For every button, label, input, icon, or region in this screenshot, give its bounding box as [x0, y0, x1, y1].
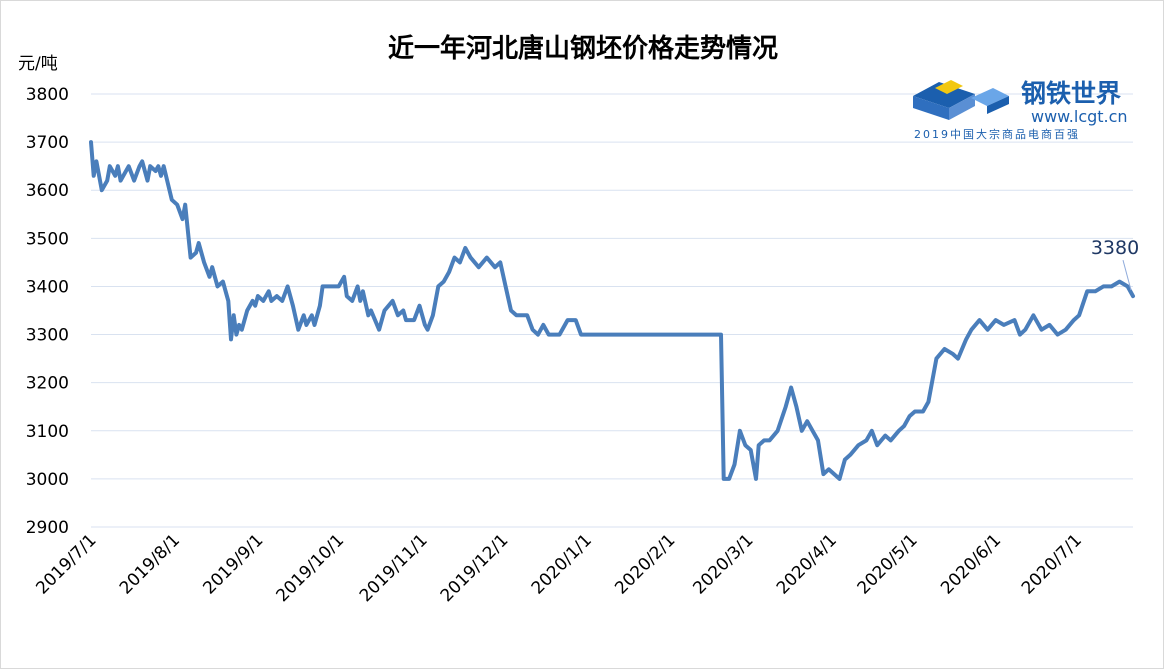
y-axis-unit: 元/吨 [18, 54, 58, 74]
x-tick-label: 2020/5/1 [854, 530, 922, 598]
chart-title: 近一年河北唐山钢坯价格走势情况 [388, 33, 778, 64]
y-tick-label: 3800 [26, 85, 69, 105]
logo-emblem-icon [913, 80, 1009, 120]
x-tick-label: 2019/10/1 [272, 530, 348, 606]
x-tick-label: 2020/2/1 [611, 530, 679, 598]
x-tick-label: 2019/8/1 [116, 530, 184, 598]
last-value-label: 3380 [1091, 237, 1139, 259]
x-tick-label: 2020/7/1 [1018, 530, 1086, 598]
logo-name: 钢铁世界 [1021, 79, 1121, 108]
y-tick-label: 3700 [26, 133, 69, 153]
y-tick-label: 3000 [26, 470, 69, 490]
logo-url: www.lcgt.cn [1031, 107, 1128, 126]
x-axis-ticks: 2019/7/1 2019/8/1 2019/9/1 2019/10/1 2019/11… [32, 530, 1086, 606]
y-tick-label: 3400 [26, 277, 69, 297]
x-tick-label: 2020/4/1 [773, 530, 841, 598]
logo: 钢铁世界 www.lcgt.cn 2019中国大宗商品电商百强 [913, 79, 1128, 141]
y-tick-label: 3100 [26, 422, 69, 442]
x-tick-label: 2020/3/1 [689, 530, 757, 598]
x-tick-label: 2020/6/1 [937, 530, 1005, 598]
x-tick-label: 2019/9/1 [199, 530, 267, 598]
price-line [89, 140, 1135, 481]
annotation-leader [1122, 259, 1132, 291]
y-tick-label: 3500 [26, 229, 69, 249]
y-tick-label: 3300 [26, 326, 69, 346]
x-tick-label: 2019/11/1 [356, 530, 432, 606]
x-tick-label: 2019/12/1 [437, 530, 513, 606]
y-axis-ticks: 2900 3000 3100 3200 3300 3400 3500 3600 3700 3800 [26, 85, 69, 538]
y-tick-label: 3600 [26, 181, 69, 201]
y-tick-label: 2900 [26, 518, 69, 538]
x-tick-label: 2020/1/1 [528, 530, 596, 598]
logo-tagline: 2019中国大宗商品电商百强 [914, 127, 1080, 141]
x-tick-label: 2019/7/1 [32, 530, 100, 598]
y-tick-label: 3200 [26, 374, 69, 394]
